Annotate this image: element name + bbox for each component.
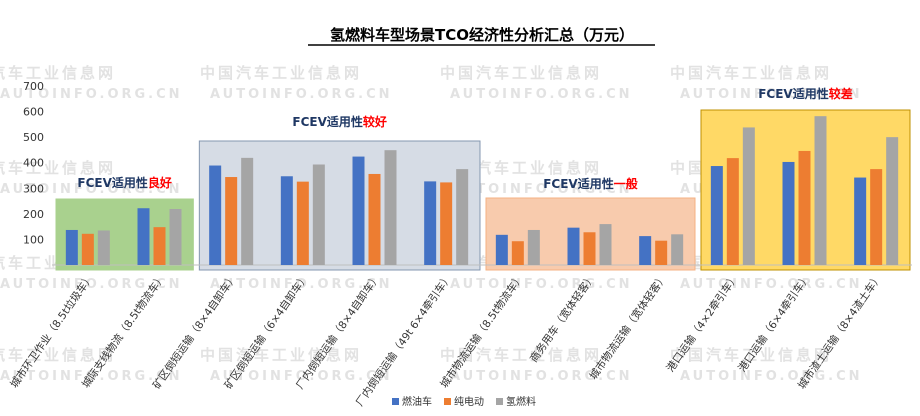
bar-燃油车-3 xyxy=(209,165,222,265)
bar-氢燃料-2 xyxy=(169,208,182,265)
bar-燃油车-8 xyxy=(567,227,580,265)
watermark-url: AUTOINFO.ORG.CN xyxy=(210,277,393,292)
bar-燃油车-1 xyxy=(65,229,78,265)
bar-纯电动-2 xyxy=(153,227,166,265)
bar-marks xyxy=(65,116,899,265)
watermark-url: AUTOINFO.ORG.CN xyxy=(450,277,633,292)
bar-燃油车-6 xyxy=(424,181,437,265)
bar-纯电动-11 xyxy=(798,150,811,265)
chart-title: 氢燃料车型场景TCO经济性分析汇总（万元） xyxy=(330,26,634,44)
group-label-prefix: FCEV适用性 xyxy=(543,176,614,191)
bar-氢燃料-7 xyxy=(527,229,540,265)
bar-纯电动-3 xyxy=(225,177,238,265)
bar-燃油车-5 xyxy=(352,156,365,265)
group-label: FCEV适用性较好 xyxy=(292,114,387,129)
bar-氢燃料-12 xyxy=(886,137,899,265)
legend-swatch xyxy=(444,398,451,405)
y-tick-label: 500 xyxy=(23,131,44,144)
watermark-text: 中国汽车工业信息网 xyxy=(670,346,832,364)
bar-纯电动-8 xyxy=(583,232,596,265)
bar-氢燃料-8 xyxy=(599,224,612,265)
watermark-url: AUTOINFO.ORG.CN xyxy=(680,87,863,102)
y-axis: 100 200 300 400 500 600 700 xyxy=(23,80,912,266)
bar-氢燃料-6 xyxy=(456,169,469,265)
bar-纯电动-10 xyxy=(726,158,739,265)
bar-纯电动-7 xyxy=(511,241,524,265)
bar-纯电动-1 xyxy=(81,233,94,265)
bar-氢燃料-1 xyxy=(97,230,110,265)
legend-label: 燃油车 xyxy=(402,395,432,408)
watermark-url: AUTOINFO.ORG.CN xyxy=(680,277,863,292)
watermark-text: 中国汽车工业信息网 xyxy=(670,64,832,82)
bar-氢燃料-3 xyxy=(241,157,254,265)
watermark-url: AUTOINFO.ORG.CN xyxy=(210,369,393,384)
bar-纯电动-5 xyxy=(368,173,381,265)
y-tick-label: 700 xyxy=(23,80,44,93)
watermark-url: AUTOINFO.ORG.CN xyxy=(450,369,633,384)
watermark-text: 汽车工业信息网 xyxy=(0,159,116,177)
watermark-url: AUTOINFO.ORG.CN xyxy=(450,87,633,102)
bar-氢燃料-9 xyxy=(671,234,684,265)
group-label-highlight: 较差 xyxy=(829,86,853,101)
group-label-prefix: FCEV适用性 xyxy=(77,175,148,190)
group-label-highlight: 一般 xyxy=(614,176,638,191)
legend-label: 纯电动 xyxy=(454,395,484,408)
bar-燃油车-11 xyxy=(782,161,795,265)
watermark-text: 中国汽车工业信息网 xyxy=(200,64,362,82)
legend-swatch xyxy=(392,398,399,405)
bar-纯电动-9 xyxy=(655,240,668,265)
legend: 燃油车 纯电动 氢燃料 xyxy=(392,395,536,408)
y-tick-label: 600 xyxy=(23,106,44,119)
watermark-url: AUTOINFO.ORG.CN xyxy=(0,182,183,197)
bar-燃油车-4 xyxy=(280,176,293,265)
watermark-url: AUTOINFO.ORG.CN xyxy=(450,182,633,197)
bar-燃油车-7 xyxy=(495,234,508,265)
bar-氢燃料-10 xyxy=(742,127,755,265)
bar-氢燃料-5 xyxy=(384,150,397,265)
watermark-text: 汽车工业信息网 xyxy=(0,346,116,364)
watermark-url: AUTOINFO.ORG.CN xyxy=(0,87,183,102)
watermark-text: 中国汽车工业信息网 xyxy=(440,346,602,364)
watermark-text: 汽车工业信息网 xyxy=(0,64,116,82)
legend-label: 氢燃料 xyxy=(506,395,536,408)
group-label-highlight: 良好 xyxy=(148,175,172,190)
watermark-url: AUTOINFO.ORG.CN xyxy=(0,369,183,384)
bar-纯电动-4 xyxy=(296,181,309,265)
bar-燃油车-10 xyxy=(710,166,723,265)
watermark-url: AUTOINFO.ORG.CN xyxy=(210,87,393,102)
watermark-url: AUTOINFO.ORG.CN xyxy=(0,277,183,292)
group-label-prefix: FCEV适用性 xyxy=(758,86,829,101)
group-label-prefix: FCEV适用性 xyxy=(292,114,363,129)
bar-氢燃料-4 xyxy=(312,164,325,265)
y-tick-label: 300 xyxy=(23,182,44,195)
watermark-text: 中国汽车工业信息网 xyxy=(200,346,362,364)
y-tick-label: 400 xyxy=(23,157,44,170)
bar-燃油车-12 xyxy=(854,177,867,265)
y-tick-label: 100 xyxy=(23,233,44,246)
group-label: FCEV适用性良好 xyxy=(77,175,172,190)
bar-燃油车-2 xyxy=(137,208,150,265)
watermark-url: AUTOINFO.ORG.CN xyxy=(680,369,863,384)
group-label: FCEV适用性一般 xyxy=(543,176,638,191)
bar-纯电动-12 xyxy=(870,169,883,265)
watermark-text: 中国汽车工业信息网 xyxy=(440,64,602,82)
bar-氢燃料-11 xyxy=(814,116,827,265)
bar-燃油车-9 xyxy=(639,236,652,265)
legend-swatch xyxy=(496,398,503,405)
y-tick-label: 200 xyxy=(23,208,44,221)
group-label: FCEV适用性较差 xyxy=(758,86,853,101)
bar-纯电动-6 xyxy=(440,182,453,265)
group-label-highlight: 较好 xyxy=(363,114,387,129)
